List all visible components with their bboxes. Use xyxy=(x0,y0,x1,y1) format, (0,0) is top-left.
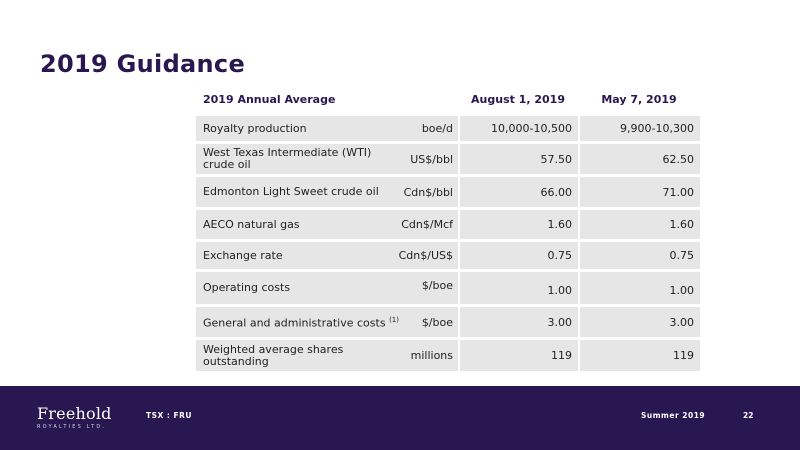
row-value-may: 71.00 xyxy=(580,177,700,207)
row-value-may: 62.50 xyxy=(580,144,700,174)
row-label: AECO natural gas xyxy=(203,217,300,231)
row-unit: Cdn$/US$ xyxy=(398,249,453,262)
logo-wordmark: Freehold xyxy=(37,404,112,423)
row-unit: boe/d xyxy=(421,122,453,135)
row-unit: $/boe xyxy=(421,315,453,329)
footer-bar: Freehold ROYALTIES LTD. TSX : FRU Summer… xyxy=(0,386,800,450)
row-label: Weighted average shares outstanding xyxy=(203,342,344,368)
presentation-date: Summer 2019 xyxy=(641,411,706,420)
page-title: 2019 Guidance xyxy=(40,50,246,78)
footnote-marker: (1) xyxy=(389,316,399,325)
row-value-august: 1.00 xyxy=(460,272,578,304)
row-value-august: 119 xyxy=(460,340,578,371)
row-label: Edmonton Light Sweet crude oil xyxy=(203,185,379,198)
page-number: 22 xyxy=(743,411,754,420)
row-label: Exchange rate xyxy=(203,248,283,262)
table-row: Edmonton Light Sweet crude oil Cdn$/bbl 6… xyxy=(196,177,700,207)
row-label: Royalty production xyxy=(203,121,307,135)
row-unit: Cdn$/Mcf xyxy=(401,218,453,231)
header-august: August 1, 2019 xyxy=(471,92,565,106)
row-label: West Texas Intermediate (WTI) crude oil xyxy=(203,146,372,171)
row-value-may: 0.75 xyxy=(580,242,700,269)
row-value-may: 1.00 xyxy=(580,272,700,304)
row-value-august: 66.00 xyxy=(460,177,578,207)
row-unit: US$/bbl xyxy=(410,152,453,166)
table-row: West Texas Intermediate (WTI) crude oil U… xyxy=(196,144,700,174)
logo-tagline: ROYALTIES LTD. xyxy=(37,424,107,430)
row-value-may: 1.60 xyxy=(580,210,700,239)
row-label: Operating costs xyxy=(203,281,291,294)
row-value-may: 3.00 xyxy=(580,307,700,337)
header-may: May 7, 2019 xyxy=(601,92,677,106)
row-unit: Cdn$/bbl xyxy=(403,185,453,199)
row-unit: millions xyxy=(410,349,453,362)
guidance-table: 2019 Annual Average August 1, 2019 May 7… xyxy=(196,86,700,374)
row-value-august: 1.60 xyxy=(460,210,578,239)
row-value-may: 9,900-10,300 xyxy=(580,116,700,141)
row-unit: $/boe xyxy=(421,279,453,292)
table-row: Weighted average shares outstanding milli… xyxy=(196,340,700,371)
row-value-august: 10,000-10,500 xyxy=(460,116,578,141)
table-row: Exchange rate Cdn$/US$ 0.75 0.75 xyxy=(196,242,700,269)
company-logo: Freehold ROYALTIES LTD. xyxy=(37,404,112,431)
row-value-august: 57.50 xyxy=(460,144,578,174)
table-row: Operating costs $/boe 1.00 1.00 xyxy=(196,272,700,304)
row-label: General and administrative costs xyxy=(203,316,386,330)
row-value-august: 0.75 xyxy=(460,242,578,269)
header-label: 2019 Annual Average xyxy=(203,92,336,106)
table-header: 2019 Annual Average August 1, 2019 May 7… xyxy=(196,86,700,112)
row-value-august: 3.00 xyxy=(460,307,578,337)
table-row: AECO natural gas Cdn$/Mcf 1.60 1.60 xyxy=(196,210,700,239)
table-row: General and administrative costs (1) $/bo… xyxy=(196,307,700,337)
row-value-may: 119 xyxy=(580,340,700,371)
table-row: Royalty production boe/d 10,000-10,500 9,… xyxy=(196,116,700,141)
ticker-symbol: TSX : FRU xyxy=(146,411,193,420)
